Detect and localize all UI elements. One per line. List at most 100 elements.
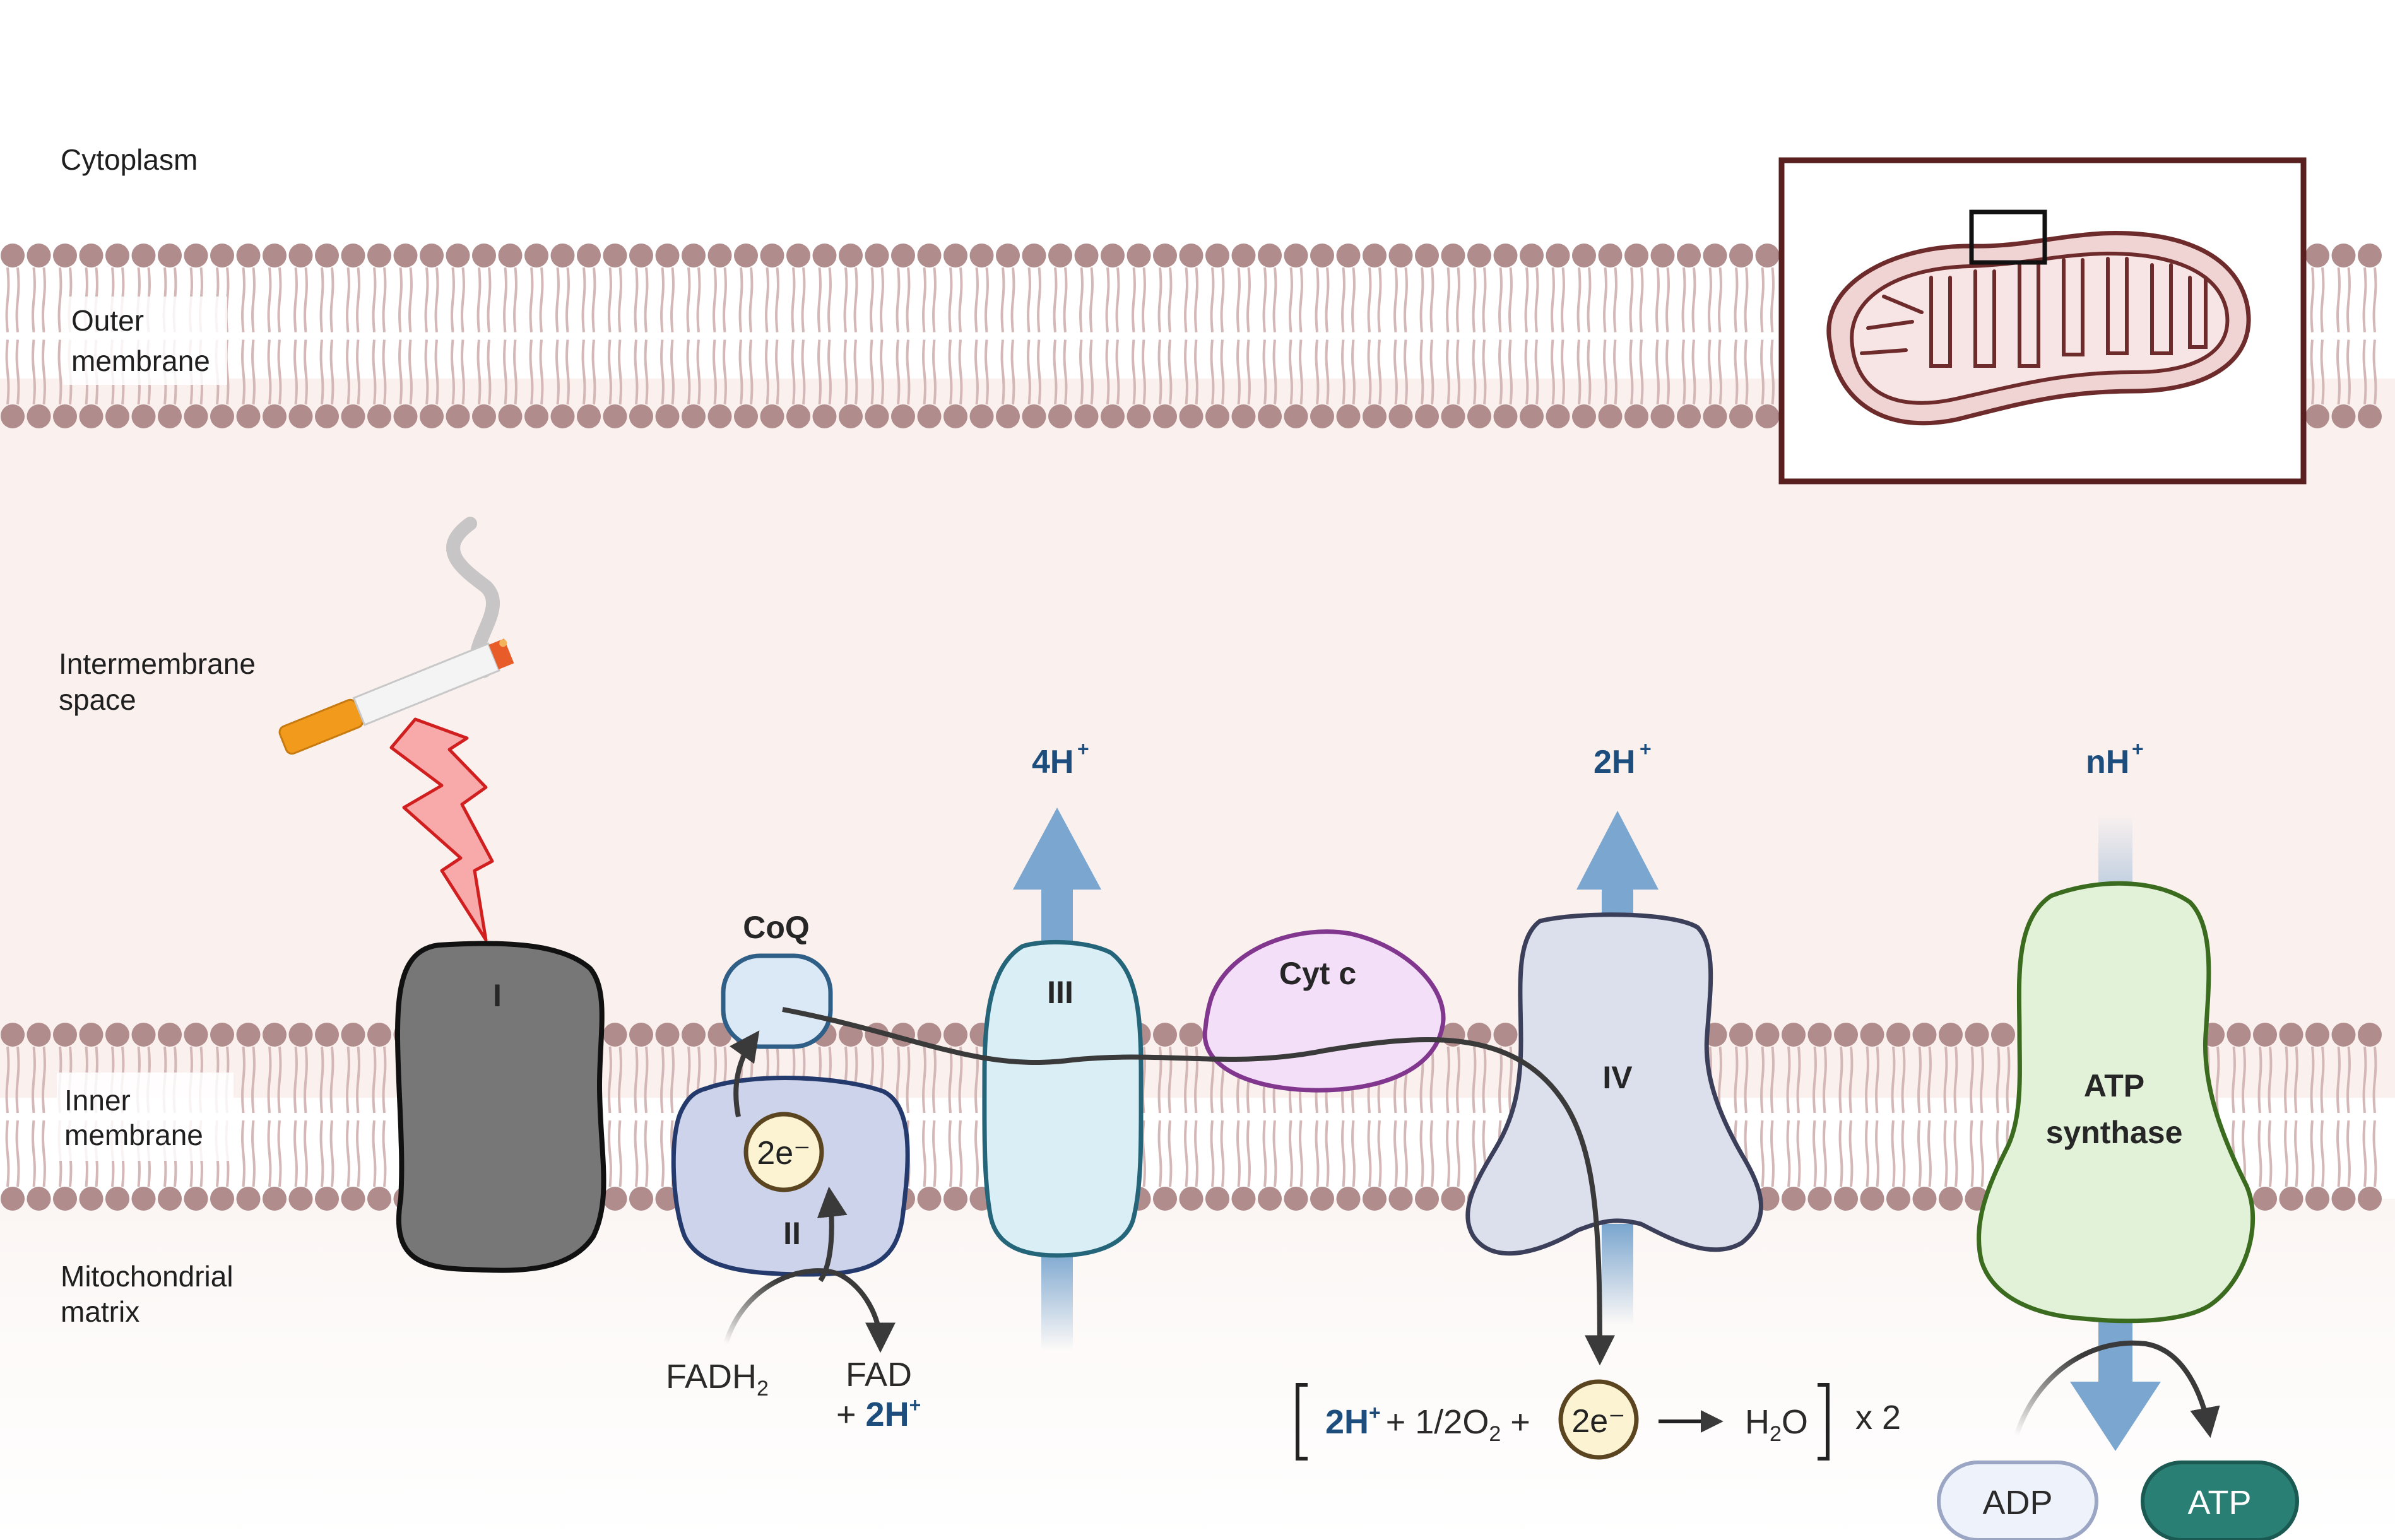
lipid-tail (372, 1120, 377, 1187)
lipid-head (472, 244, 496, 267)
lipid-head (236, 244, 261, 267)
reaction-multiplier: x 2 (1855, 1399, 1901, 1437)
lipid-tail (1262, 339, 1267, 405)
lipid-tail (319, 1120, 324, 1187)
lipid-tail (696, 339, 701, 405)
reaction-oxygen-sub: 2 (1489, 1422, 1501, 1446)
lipid-tail (1901, 1046, 1906, 1114)
lipid-tail (608, 339, 612, 405)
lipid-tail (356, 267, 360, 332)
reaction-bracket-right (1818, 1383, 1830, 1461)
lipid-tail (382, 1046, 387, 1114)
lipid-tail (1561, 267, 1565, 332)
lipid-head (184, 1187, 208, 1211)
lipid-head (1258, 404, 1282, 428)
lipid-tail (241, 1120, 245, 1187)
electron-path-arrow (782, 1007, 1615, 1366)
lipid-tail (32, 1046, 36, 1114)
lipid-head (158, 1023, 182, 1047)
lipid-tail (1691, 339, 1696, 405)
fadh2-subscript: 2 (757, 1377, 769, 1401)
lipid-head (1258, 244, 1282, 267)
lipid-head (1467, 404, 1491, 428)
lipid-head (1231, 1187, 1256, 1211)
lipid-tail (57, 267, 62, 332)
lipid-tail (1115, 267, 1120, 332)
lipid-tail (408, 339, 413, 405)
lipid-tail (1534, 267, 1539, 332)
lipid-tail (424, 339, 429, 405)
lipid-tail (57, 339, 62, 405)
lipid-tail (293, 339, 298, 405)
reaction-oxygen: + 1/2O (1386, 1403, 1489, 1441)
lipid-tail (565, 267, 570, 332)
lipid-tail (1472, 1046, 1477, 1114)
lipid-tail (1220, 339, 1225, 405)
lipid-tail (870, 267, 874, 332)
lipid-tail (670, 1046, 675, 1114)
lipid-head (655, 404, 680, 428)
lipid-tail (434, 339, 439, 405)
lipid-head (105, 244, 129, 267)
lipid-tail (32, 267, 36, 332)
lipid-head (393, 244, 418, 267)
lipid-head (524, 244, 548, 267)
lipid-tail (529, 267, 534, 332)
lipid-tail (1508, 267, 1513, 332)
lipid-tail (267, 339, 272, 405)
lipid-tail (1639, 339, 1644, 405)
lipid-tail (476, 267, 482, 332)
lipid-tail (329, 1046, 334, 1114)
lipid-tail (1665, 267, 1670, 332)
lipid-tail (319, 339, 324, 405)
lipid-tail (2268, 1120, 2273, 1187)
lipid-head (1127, 404, 1151, 428)
reaction-protons-sup: + (1369, 1401, 1381, 1424)
lipid-tail (476, 339, 482, 405)
lipid-head (2305, 404, 2329, 428)
lipid-tail (1456, 1046, 1460, 1114)
lipid-tail (1446, 1120, 1450, 1187)
lipid-tail (1168, 1120, 1173, 1187)
lipid-tail (5, 1046, 10, 1114)
lipid-head (1965, 1023, 1989, 1047)
lipid-head (839, 404, 863, 428)
lipid-tail (1891, 1120, 1896, 1187)
lipid-tail (660, 1120, 665, 1187)
lipid-tail (2215, 1046, 2220, 1114)
lipid-tail (1168, 339, 1173, 405)
lipid-head (1153, 244, 1177, 267)
lipid-tail (408, 267, 413, 332)
lipid-tail (958, 1046, 963, 1114)
intermembrane-label-line1: Intermembrane (59, 647, 256, 680)
lipid-tail (1419, 267, 1424, 332)
lipid-tail (1744, 339, 1749, 405)
lipid-tail (644, 1046, 649, 1114)
lipid-head (1912, 1023, 1937, 1047)
lipid-tail (618, 1120, 622, 1187)
lipid-tail (15, 1046, 20, 1114)
lipid-tail (1760, 1046, 1765, 1114)
lipid-head (786, 244, 810, 267)
lipid-tail (801, 339, 806, 405)
lipid-tail (896, 339, 901, 405)
lipid-head (1205, 1187, 1229, 1211)
lipid-tail (1157, 267, 1162, 332)
lipid-tail (277, 1120, 282, 1187)
lipid-head (1572, 244, 1596, 267)
lipid-tail (1351, 339, 1356, 405)
lipid-tail (1681, 267, 1686, 332)
oxygen-reaction-text: 2H+ + 1/2O2 + (1325, 1401, 1530, 1446)
lipid-head (210, 404, 234, 428)
lipid-tail (618, 339, 622, 405)
lipid-head (1782, 1187, 1806, 1211)
water-h: H (1745, 1403, 1770, 1441)
lipid-head (1939, 1187, 1963, 1211)
lipid-tail (696, 267, 701, 332)
lipid-head (2331, 1187, 2356, 1211)
lipid-head (27, 404, 51, 428)
lipid-head (53, 244, 77, 267)
lipid-head (288, 244, 313, 267)
lipid-head (105, 1023, 129, 1047)
lipid-tail (1404, 339, 1408, 405)
